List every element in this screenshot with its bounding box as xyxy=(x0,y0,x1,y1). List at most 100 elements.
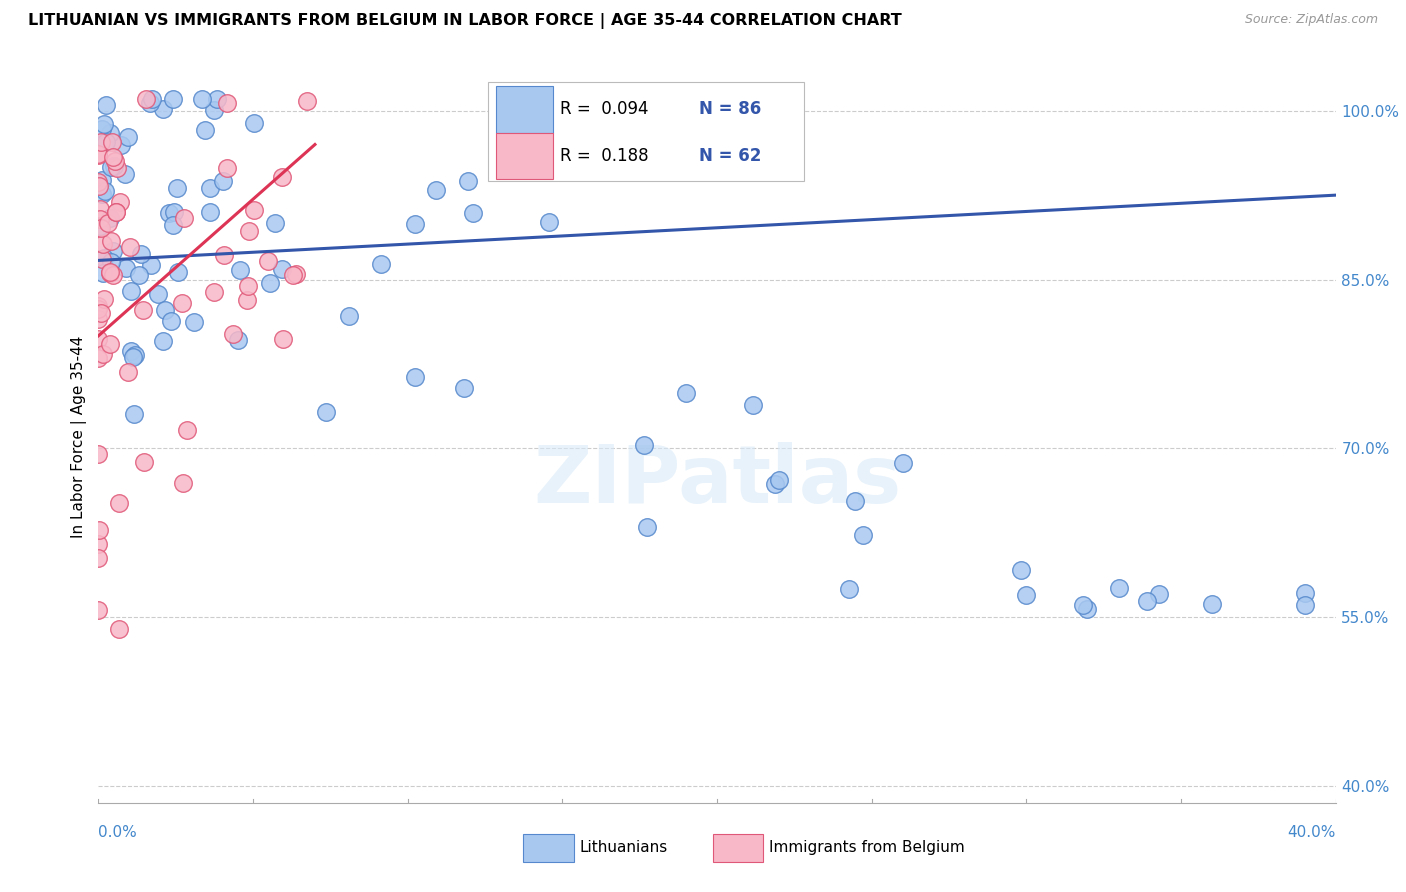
Point xyxy=(763,477,786,491)
Point xyxy=(124,408,146,422)
Point xyxy=(183,315,205,329)
Point xyxy=(87,537,110,551)
Point xyxy=(87,301,110,316)
Point xyxy=(1015,589,1038,603)
Point xyxy=(271,332,294,346)
Point xyxy=(160,313,183,327)
Point xyxy=(101,135,124,149)
Point xyxy=(98,266,121,280)
Point xyxy=(135,93,157,107)
Point xyxy=(105,161,128,176)
Point xyxy=(87,175,110,189)
Point xyxy=(162,218,184,232)
Point xyxy=(891,457,914,471)
Text: R =  0.094: R = 0.094 xyxy=(560,101,648,119)
Point xyxy=(117,365,139,379)
Point xyxy=(128,268,150,283)
Point xyxy=(315,405,337,419)
Point xyxy=(91,266,114,280)
Text: Lithuanians: Lithuanians xyxy=(579,840,668,855)
Point xyxy=(155,302,177,317)
Point xyxy=(100,254,122,268)
Point xyxy=(103,159,125,173)
Point xyxy=(89,202,111,216)
FancyBboxPatch shape xyxy=(488,82,804,181)
Point xyxy=(87,603,110,617)
Text: 0.0%: 0.0% xyxy=(98,825,138,840)
Point xyxy=(1294,598,1316,612)
Point xyxy=(537,215,560,229)
Point xyxy=(138,95,160,110)
Point xyxy=(93,251,115,265)
Point xyxy=(94,98,117,112)
Text: ZIPatlas: ZIPatlas xyxy=(533,442,901,520)
Point xyxy=(110,138,132,153)
Point xyxy=(100,337,122,351)
Point xyxy=(1201,598,1223,612)
Point xyxy=(87,351,110,365)
Point xyxy=(236,293,259,307)
Text: N = 86: N = 86 xyxy=(699,101,761,119)
FancyBboxPatch shape xyxy=(495,87,553,133)
Point xyxy=(87,551,110,566)
Point xyxy=(141,93,163,107)
Point xyxy=(120,284,142,298)
Text: Immigrants from Belgium: Immigrants from Belgium xyxy=(769,840,965,855)
Point xyxy=(285,267,308,281)
Point xyxy=(768,473,790,487)
Point xyxy=(264,216,287,230)
Point xyxy=(271,170,294,185)
Point xyxy=(107,496,129,510)
Point xyxy=(100,161,122,175)
Point xyxy=(115,260,138,275)
Point xyxy=(120,343,142,358)
Point xyxy=(90,306,112,320)
Point xyxy=(87,311,110,326)
Point xyxy=(98,126,121,140)
Point xyxy=(457,173,479,187)
Point xyxy=(90,135,112,149)
Point xyxy=(295,95,318,109)
Point xyxy=(132,303,155,318)
Point xyxy=(636,520,658,534)
Point xyxy=(93,292,115,306)
Point xyxy=(166,265,188,279)
Point xyxy=(1294,586,1316,600)
Point xyxy=(90,221,112,235)
Point xyxy=(152,103,174,117)
Point xyxy=(87,299,110,313)
Point xyxy=(202,103,225,118)
Point xyxy=(101,268,124,283)
Point xyxy=(94,184,117,198)
Point xyxy=(256,253,278,268)
Point xyxy=(1076,602,1098,616)
Point xyxy=(101,150,124,164)
Point xyxy=(87,332,110,346)
Point xyxy=(838,582,860,597)
Point xyxy=(100,235,122,249)
Text: N = 62: N = 62 xyxy=(699,147,761,165)
Point xyxy=(163,204,186,219)
Point xyxy=(633,438,655,452)
Point xyxy=(198,181,221,195)
Point xyxy=(107,622,129,636)
Point xyxy=(283,268,305,283)
Point xyxy=(93,117,115,131)
Text: Source: ZipAtlas.com: Source: ZipAtlas.com xyxy=(1244,13,1378,27)
Point xyxy=(337,309,360,323)
Text: LITHUANIAN VS IMMIGRANTS FROM BELGIUM IN LABOR FORCE | AGE 35-44 CORRELATION CHA: LITHUANIAN VS IMMIGRANTS FROM BELGIUM IN… xyxy=(28,13,901,29)
Point xyxy=(1071,598,1094,612)
Point xyxy=(404,218,426,232)
Point xyxy=(176,423,198,437)
Point xyxy=(108,195,131,210)
Text: 40.0%: 40.0% xyxy=(1288,825,1336,840)
Point xyxy=(238,279,260,293)
Point xyxy=(238,224,260,238)
Point xyxy=(742,398,765,412)
Point xyxy=(89,179,111,194)
Point xyxy=(172,476,194,491)
Point xyxy=(215,161,238,176)
Point xyxy=(91,173,114,187)
Point xyxy=(214,248,236,262)
Point xyxy=(425,183,447,197)
